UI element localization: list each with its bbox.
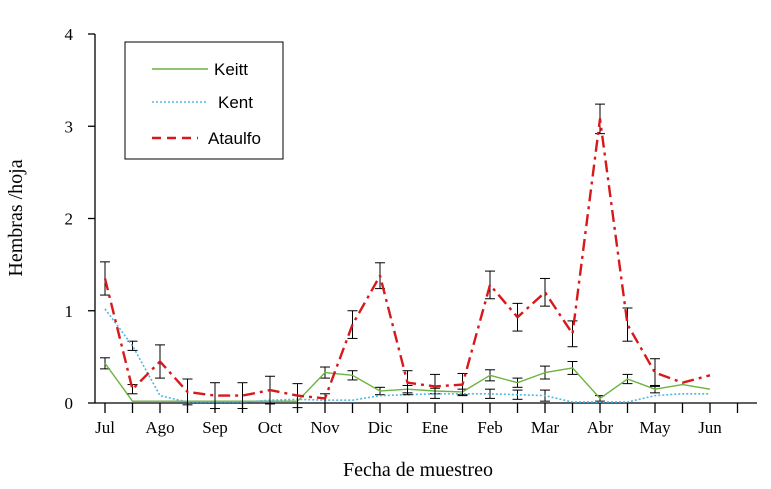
- series-ataulfo: [100, 103, 711, 410]
- x-tick-label: Ago: [145, 418, 174, 437]
- y-tick-label: 1: [65, 302, 74, 321]
- x-tick-label: Feb: [477, 418, 503, 437]
- legend: Keitt Kent Ataulfo: [124, 41, 284, 160]
- x-tick-label: Oct: [258, 418, 283, 437]
- y-tick-label: 2: [65, 210, 74, 229]
- x-tick-label: Sep: [202, 418, 228, 437]
- y-axis-title: Hembras /hoja: [5, 159, 27, 276]
- legend-label-kent: Kent: [218, 93, 253, 112]
- legend-label-keitt: Keitt: [214, 60, 248, 79]
- x-tick-label: Jul: [95, 418, 115, 437]
- x-ticks: Jul Ago Sep Oct Nov Dic Ene Feb Mar Abr May Jun: [95, 403, 739, 437]
- x-tick-label: Mar: [531, 418, 560, 437]
- series-line-kent: [104, 308, 710, 403]
- x-tick-label: Ene: [422, 418, 448, 437]
- x-tick-label: Jun: [698, 418, 722, 437]
- y-ticks: 0 1 2 3 4: [65, 25, 95, 413]
- series-line-ataulfo: [103, 117, 711, 400]
- series-kent: [104, 308, 710, 403]
- y-tick-label: 0: [65, 394, 74, 413]
- series-layer: [100, 103, 711, 410]
- x-tick-label: May: [639, 418, 671, 437]
- x-axis-title: Fecha de muestreo: [343, 459, 493, 481]
- x-tick-label: Abr: [587, 418, 614, 437]
- legend-label-ataulfo: Ataulfo: [208, 129, 261, 148]
- x-tick-label: Nov: [310, 418, 340, 437]
- x-tick-label: Dic: [368, 418, 393, 437]
- y-tick-label: 4: [65, 25, 74, 44]
- legend-box: [124, 41, 284, 160]
- y-tick-label: 3: [65, 117, 74, 136]
